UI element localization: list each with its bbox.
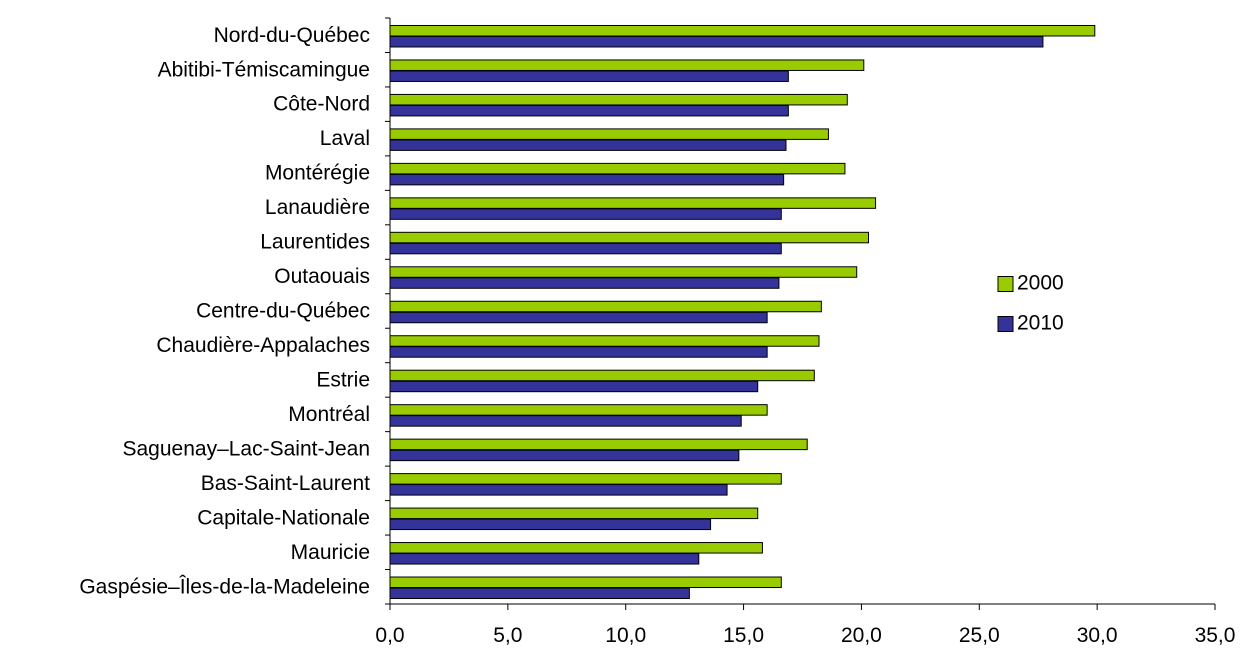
- bar-2010-6: [389, 242, 782, 255]
- bar-2010-8: [389, 311, 768, 324]
- bar-2010-10: [389, 380, 759, 393]
- category-label: Montréal: [288, 403, 370, 426]
- legend-swatch-2010: [997, 316, 1014, 332]
- x-tick-label: 35,0: [1195, 624, 1236, 647]
- bar-2000-3: [389, 128, 829, 140]
- bar-2010-4: [389, 173, 785, 186]
- bars-group: [389, 24, 1096, 600]
- bar-2010-13: [389, 484, 728, 496]
- bar-2010-9: [389, 346, 768, 358]
- bar-2000-10: [389, 369, 815, 382]
- x-tick-label: 25,0: [959, 624, 1000, 647]
- bar-2010-14: [389, 518, 712, 531]
- category-label: Bas-Saint-Laurent: [201, 472, 370, 495]
- bar-2000-4: [389, 162, 846, 175]
- category-label: Chaudière-Appalaches: [156, 334, 370, 357]
- bar-2000-13: [389, 473, 782, 485]
- x-tick-label: 0,0: [375, 624, 404, 647]
- x-tick-label: 10,0: [605, 624, 646, 647]
- bar-2010-12: [389, 449, 740, 462]
- bar-2000-0: [389, 24, 1096, 37]
- category-label: Laurentides: [260, 231, 370, 254]
- bar-2010-5: [389, 208, 782, 220]
- bar-2000-15: [389, 542, 763, 554]
- category-label: Laval: [320, 127, 370, 150]
- category-label: Estrie: [316, 368, 370, 391]
- bar-2000-11: [389, 404, 768, 416]
- bar-2000-9: [389, 335, 820, 347]
- bar-2000-5: [389, 197, 877, 209]
- bar-2010-15: [389, 553, 700, 565]
- bar-2010-0: [389, 35, 1044, 48]
- bar-2010-1: [389, 70, 789, 82]
- bar-2010-3: [389, 139, 787, 151]
- category-label: Centre-du-Québec: [196, 300, 370, 323]
- bar-2000-16: [389, 576, 782, 589]
- category-label: Outaouais: [274, 265, 370, 288]
- legend-swatch-2000: [997, 276, 1014, 292]
- category-labels-group: Nord-du-Québec Abitibi-Témiscamingue Côte-…: [79, 24, 370, 599]
- legend-label-2010: 2010: [1017, 312, 1064, 335]
- legend-label-2000: 2000: [1017, 272, 1064, 295]
- bar-2000-6: [389, 231, 869, 244]
- bar-2000-2: [389, 93, 848, 106]
- bar-2010-11: [389, 415, 742, 427]
- category-label: Saguenay–Lac-Saint-Jean: [122, 437, 370, 460]
- category-label: Abitibi-Témiscamingue: [158, 58, 370, 81]
- category-label: Nord-du-Québec: [214, 24, 370, 47]
- category-label: Montérégie: [265, 162, 370, 185]
- x-tick-label: 20,0: [841, 624, 882, 647]
- category-label: Capitale-Nationale: [197, 506, 370, 529]
- bar-2010-16: [389, 587, 690, 600]
- bar-2000-14: [389, 507, 759, 520]
- legend: 2000 2010: [997, 272, 1064, 335]
- category-label: Lanaudière: [265, 196, 370, 219]
- bar-2010-7: [389, 277, 780, 289]
- bar-2000-1: [389, 59, 865, 71]
- category-label: Gaspésie–Îles-de-la-Madeleine: [79, 575, 370, 598]
- x-tick-labels-group: 0,0 5,0 10,0 15,0 20,0 25,0 30,0 35,0: [375, 624, 1235, 647]
- x-tick-label: 5,0: [493, 624, 522, 647]
- bar-2010-2: [389, 104, 789, 117]
- category-label: Côte-Nord: [273, 93, 370, 116]
- x-tick-label: 30,0: [1077, 624, 1118, 647]
- axes-group: [385, 17, 1216, 610]
- bar-2000-12: [389, 438, 808, 451]
- bar-2000-8: [389, 300, 822, 313]
- bar-2000-7: [389, 266, 858, 278]
- x-tick-label: 15,0: [723, 624, 764, 647]
- category-label: Mauricie: [291, 541, 370, 564]
